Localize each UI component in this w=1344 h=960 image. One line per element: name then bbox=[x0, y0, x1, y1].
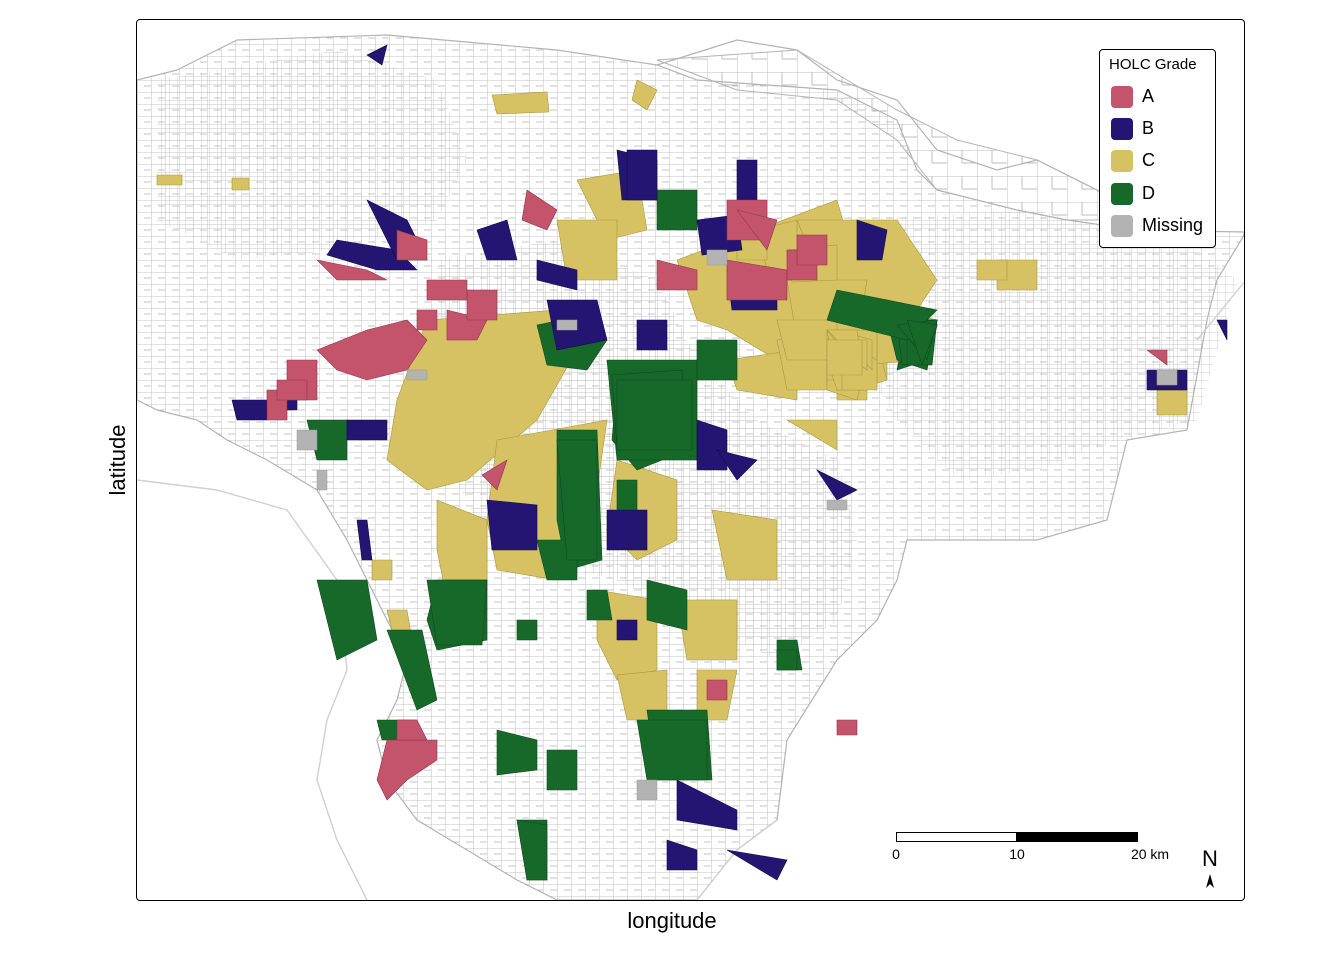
tract-mesh-east bbox=[837, 210, 1237, 480]
y-axis-title: latitude bbox=[105, 424, 130, 496]
legend-label-d: D bbox=[1142, 183, 1155, 203]
tract-mesh-north bbox=[157, 50, 467, 260]
legend-item-a: A bbox=[1110, 84, 1210, 110]
north-arrow: N bbox=[1198, 846, 1222, 890]
legend-swatch-b bbox=[1111, 118, 1133, 140]
legend-swatch-c bbox=[1111, 150, 1133, 172]
legend: HOLC Grade A B C D Missing bbox=[1099, 49, 1216, 248]
legend-swatch-d bbox=[1111, 183, 1133, 205]
legend-swatch-a bbox=[1111, 86, 1133, 108]
holc-missing bbox=[296, 249, 1178, 801]
scale-bar-segment-white bbox=[896, 832, 1017, 842]
legend-item-c: C bbox=[1110, 148, 1210, 174]
legend-label-missing: Missing bbox=[1142, 215, 1204, 235]
north-arrow-icon bbox=[1206, 874, 1214, 888]
north-arrow-label: N bbox=[1202, 846, 1218, 871]
scale-bar-segment-black bbox=[1016, 832, 1138, 842]
scale-bar-tick-0: 0 bbox=[892, 846, 900, 862]
county-boundary-north bbox=[656, 39, 1148, 221]
scale-bar-tick-20: 20 km bbox=[1130, 846, 1170, 862]
boundary-light-east bbox=[696, 281, 1244, 900]
holc-areas bbox=[156, 44, 1228, 881]
legend-label-a: A bbox=[1142, 86, 1155, 106]
scale-bar-tick-10: 10 bbox=[1009, 846, 1025, 862]
legend-item-d: D bbox=[1110, 181, 1210, 207]
x-axis-title: longitude bbox=[627, 908, 717, 933]
legend-label-c: C bbox=[1142, 150, 1155, 170]
legend-label-b: B bbox=[1142, 118, 1155, 138]
scale-bar: 0 10 20 km bbox=[892, 832, 1186, 872]
coastline-light bbox=[137, 479, 368, 900]
legend-item-b: B bbox=[1110, 116, 1210, 142]
map-canvas bbox=[137, 34, 1244, 900]
legend-swatch-missing bbox=[1111, 215, 1133, 237]
legend-item-missing: Missing bbox=[1110, 213, 1210, 239]
legend-title: HOLC Grade bbox=[1109, 56, 1197, 73]
map-frame bbox=[136, 19, 1245, 901]
holc-grade-a bbox=[266, 189, 1168, 801]
holc-grade-d bbox=[306, 189, 938, 881]
